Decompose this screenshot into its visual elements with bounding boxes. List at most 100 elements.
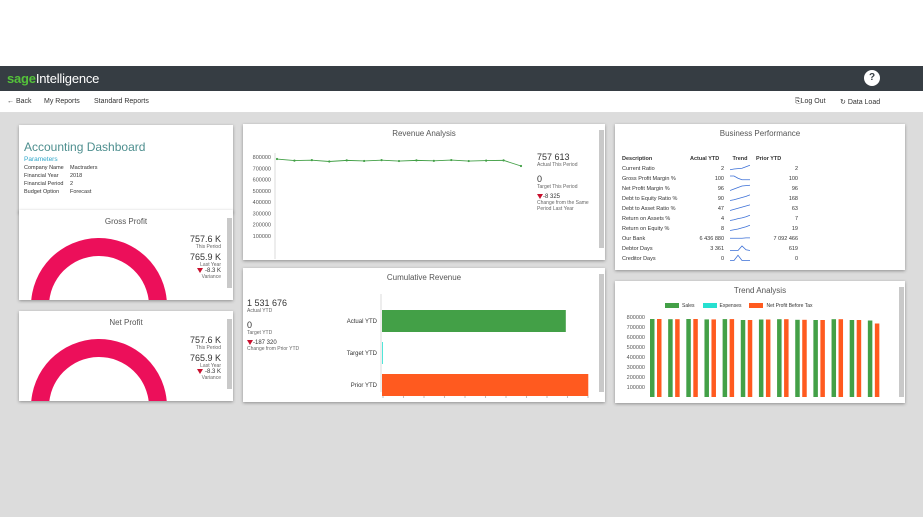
refresh-icon: ↻ [840, 99, 848, 106]
sparkline-path [729, 164, 751, 170]
parameter-key: Company Name [24, 165, 64, 171]
bp-cell-prior: 96 [791, 185, 798, 192]
trend-y-tick: 300000 [627, 365, 645, 371]
net-profit-last-label: Last Year [200, 363, 221, 369]
bp-row: Current Ratio 2 2 [620, 164, 800, 174]
parameter-row: Company Name Mactraders [24, 165, 98, 173]
help-icon[interactable]: ? [864, 70, 880, 86]
parameter-row: Financial Year 2018 [24, 173, 98, 181]
trend-y-tick: 600000 [627, 335, 645, 341]
trend-y-tick: 200000 [627, 375, 645, 381]
sparkline [729, 214, 751, 221]
bp-cell-desc: Our Bank [622, 235, 646, 242]
revenue-scrollbar[interactable] [599, 130, 604, 248]
data-load-link[interactable]: ↻ Data Load [840, 98, 880, 106]
bp-cell-trend [726, 214, 754, 224]
revenue-line-chart: 800000 700000 600000 500000 400000 300000 2000… [253, 153, 523, 259]
legend-swatch [702, 303, 717, 309]
app-logo[interactable]: sageIntelligence [7, 71, 99, 86]
bp-cell-trend [726, 204, 754, 214]
cumulative-x-tick [587, 396, 589, 398]
back-link[interactable]: ← Back [7, 98, 32, 105]
parameter-value: 2018 [70, 173, 83, 179]
trend-y-tick: 400000 [627, 355, 645, 361]
gross-profit-last-label: Last Year [200, 262, 221, 268]
bp-row: Debt to Asset Ratio % 47 63 [620, 204, 800, 214]
revenue-analysis-title: Revenue Analysis [392, 129, 456, 138]
trend-scrollbar[interactable] [899, 287, 904, 397]
trend-bar [820, 320, 825, 397]
cumulative-target-label: Target YTD [247, 330, 273, 336]
logout-link[interactable]: ⎘Log Out [795, 98, 826, 106]
legend-label: Net Profit Before Tax [766, 303, 813, 309]
bp-cell-actual: 90 [717, 195, 724, 202]
gross-profit-variance-label: Variance [201, 274, 221, 281]
cumulative-category-label: Prior YTD [351, 383, 378, 389]
sparkline-path [729, 204, 751, 211]
trend-bar [704, 319, 709, 397]
gross-profit-scrollbar[interactable] [227, 218, 232, 288]
revenue-change-label: Change from the Same Period Last Year [537, 200, 589, 213]
bp-cell-trend [726, 224, 754, 234]
bp-row: Debt to Equity Ratio % 90 168 [620, 194, 800, 204]
standard-reports-link[interactable]: Standard Reports [94, 98, 149, 105]
dashboard-title: Accounting Dashboard [24, 140, 146, 154]
cumulative-x-tick [423, 396, 425, 398]
trend-bar [729, 319, 735, 397]
bp-cell-prior: 619 [788, 245, 798, 252]
net-profit-title: Net Profit [109, 318, 143, 327]
bp-col-trend: Trend [732, 155, 748, 162]
cumulative-x-tick [484, 396, 487, 398]
revenue-point [380, 159, 383, 162]
revenue-analysis-card: Revenue Analysis 800000 700000 600000 50000… [243, 124, 605, 260]
bp-row: Return on Assets % 4 7 [620, 214, 800, 224]
my-reports-link[interactable]: My Reports [44, 98, 80, 105]
cumulative-target-value: 0 [247, 320, 253, 330]
bp-cell-actual: 0 [720, 255, 724, 262]
legend-swatch [665, 303, 679, 309]
parameter-value: Forecast [70, 189, 92, 195]
sparkline [730, 254, 750, 261]
bp-cell-actual: 100 [714, 175, 724, 182]
bp-row: Return on Equity % 8 19 [620, 224, 800, 234]
bp-col-description: Description [622, 155, 653, 162]
net-profit-scrollbar[interactable] [227, 319, 232, 389]
revenue-point [328, 160, 331, 163]
bp-row: Debtor Days 3 361 619 [620, 244, 800, 254]
bp-row: Gross Profit Margin % 100 100 [620, 174, 800, 184]
cumulative-revenue-card: Cumulative Revenue 1 531 676 Actual YTD … [243, 268, 605, 402]
parameters-link[interactable]: Parameters [24, 156, 58, 163]
bp-cell-desc: Current Ratio [622, 165, 655, 172]
cumulative-x-tick [546, 396, 548, 398]
bp-cell-actual: 8 [720, 225, 724, 232]
bp-cell-desc: Debtor Days [622, 245, 653, 252]
trend-bar [747, 320, 753, 397]
down-arrow-icon [537, 194, 543, 199]
sparkline-path [729, 224, 751, 231]
net-profit-variance-value: -8.3 K [204, 369, 221, 376]
cumulative-category-label: Target YTD [347, 351, 378, 357]
logout-icon: ⎘ [795, 98, 801, 105]
revenue-point [485, 159, 488, 162]
cumulative-x-tick [525, 396, 528, 398]
revenue-y-tick: 600000 [253, 178, 271, 184]
bp-col-prior: Prior YTD [756, 155, 782, 162]
revenue-point [415, 159, 418, 162]
bp-cell-actual: 3 361 [710, 245, 724, 252]
sparkline [729, 194, 751, 201]
gross-profit-this-label: This Period [195, 244, 221, 250]
trend-bar [650, 319, 655, 397]
bp-cell-prior: 7 092 466 [773, 235, 798, 242]
bp-cell-desc: Gross Profit Margin % [622, 175, 676, 182]
bp-cell-prior: 0 [794, 255, 798, 262]
trend-bar [874, 323, 880, 397]
cumulative-scrollbar[interactable] [599, 274, 604, 392]
sparkline-path [729, 184, 751, 191]
gross-profit-gauge-arc [31, 238, 167, 300]
dashboard-info-card: Accounting Dashboard Parameters Company … [19, 125, 233, 213]
revenue-y-tick: 200000 [253, 223, 271, 229]
gross-profit-card: Gross Profit 757.6 K This Period 765.9 K… [19, 210, 233, 300]
revenue-y-tick: 100000 [253, 234, 271, 240]
trend-bar-chart: 800000 700000 600000 500000 400000 300000 2000… [627, 315, 880, 397]
net-profit-variance-label: Variance [201, 375, 221, 382]
